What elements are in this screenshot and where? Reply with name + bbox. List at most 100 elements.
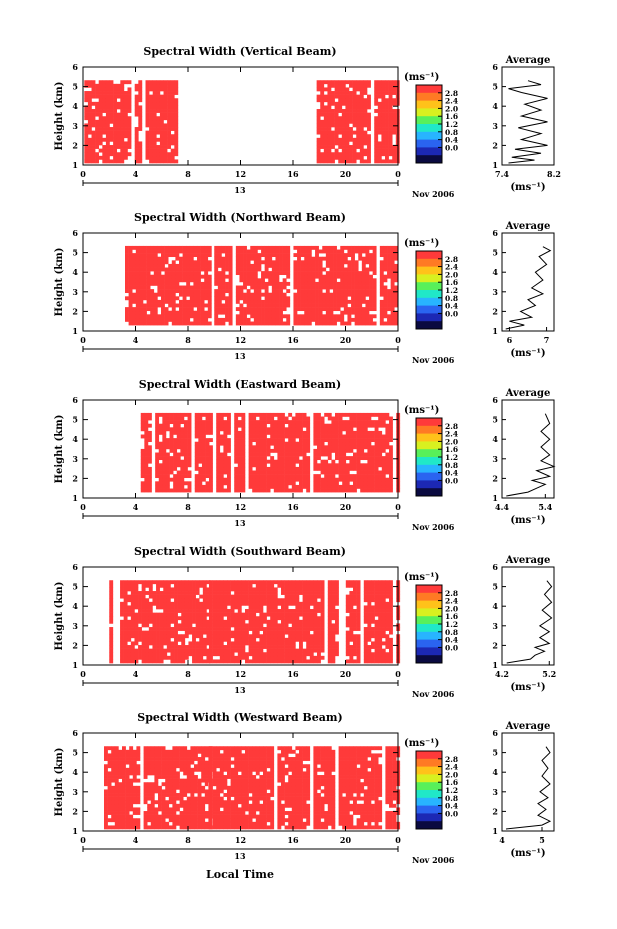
data-cell — [252, 423, 257, 428]
data-cell — [345, 448, 350, 453]
data-cell — [227, 648, 231, 653]
data-cell — [105, 130, 110, 135]
data-cell — [146, 289, 151, 294]
data-cell — [120, 623, 124, 628]
data-cell — [246, 274, 251, 279]
data-cell — [207, 245, 212, 250]
data-cell — [199, 634, 204, 639]
data-cell — [163, 83, 168, 88]
data-cell — [358, 256, 363, 261]
data-cell — [250, 310, 255, 315]
data-cell — [323, 87, 328, 92]
data-cell — [209, 594, 213, 599]
data-cell — [221, 249, 226, 254]
data-cell — [318, 307, 323, 312]
data-cell — [369, 307, 373, 312]
data-cell — [158, 427, 163, 432]
data-cell — [336, 281, 341, 286]
data-cell — [146, 307, 151, 312]
data-cell — [371, 474, 375, 479]
data-cell — [286, 299, 291, 304]
x-tick-label: 0 — [395, 335, 401, 345]
data-cell — [363, 87, 368, 92]
data-cell — [338, 145, 343, 149]
data-cell — [174, 148, 179, 153]
data-cell — [167, 123, 172, 128]
data-cell — [252, 412, 257, 417]
data-cell — [279, 263, 283, 268]
data-cell — [153, 292, 158, 297]
data-cell — [205, 445, 210, 450]
data-cell — [317, 481, 321, 486]
colorbar-segment — [416, 282, 442, 291]
data-cell — [392, 127, 397, 131]
data-cell — [277, 481, 282, 486]
data-cell — [317, 452, 321, 457]
data-cell — [363, 148, 368, 153]
data-cell — [281, 619, 285, 624]
data-cell — [367, 477, 372, 482]
data-cell — [125, 260, 129, 265]
data-cell — [109, 652, 114, 657]
data-cell — [356, 452, 361, 457]
data-cell — [116, 112, 121, 117]
data-cell — [264, 260, 269, 265]
data-cell — [279, 271, 283, 276]
data-cell — [279, 314, 283, 319]
data-cell — [153, 274, 158, 279]
data-cell — [266, 587, 271, 592]
data-cell — [335, 484, 339, 489]
data-cell — [134, 655, 139, 660]
data-cell — [343, 245, 348, 250]
data-cell — [340, 314, 345, 319]
data-cell — [248, 612, 253, 617]
data-cell — [169, 441, 174, 446]
data-cell — [383, 245, 388, 250]
data-cell — [241, 438, 246, 443]
data-cell — [212, 634, 217, 639]
data-cell — [275, 271, 280, 276]
data-cell — [360, 423, 365, 428]
data-cell — [197, 253, 201, 258]
data-cell — [248, 416, 253, 421]
data-cell — [263, 598, 267, 603]
data-cell — [279, 253, 283, 258]
data-cell — [300, 303, 305, 308]
data-cell — [371, 420, 375, 425]
data-cell — [95, 152, 100, 157]
data-cell — [338, 80, 343, 85]
data-cell — [181, 637, 186, 642]
data-cell — [192, 619, 196, 624]
data-cell — [358, 245, 363, 250]
data-cell — [266, 441, 271, 446]
data-cell — [216, 612, 221, 617]
data-cell — [277, 652, 282, 657]
data-cell — [315, 314, 319, 319]
data-cell — [351, 292, 355, 297]
data-cell — [105, 83, 110, 88]
data-cell — [176, 412, 181, 417]
data-cell — [252, 445, 257, 450]
data-cell — [343, 289, 348, 294]
data-cell — [377, 116, 382, 121]
data-cell — [356, 430, 361, 435]
data-cell — [156, 623, 160, 628]
panel-title: Spectral Width (Eastward Beam) — [139, 378, 341, 391]
data-cell — [270, 619, 275, 624]
data-cell — [199, 609, 204, 613]
data-cell — [356, 445, 361, 450]
data-cell — [388, 109, 393, 113]
data-cell — [170, 619, 175, 624]
data-cell — [165, 456, 170, 461]
data-cell — [209, 616, 213, 621]
data-cell — [394, 310, 399, 315]
data-cell — [327, 112, 332, 117]
data-cell — [156, 580, 160, 585]
data-cell — [186, 299, 191, 304]
data-cell — [325, 303, 330, 308]
data-cell — [282, 292, 287, 297]
data-cell — [182, 289, 187, 294]
data-cell — [182, 314, 187, 319]
data-cell — [241, 420, 246, 425]
data-cell — [331, 434, 336, 439]
